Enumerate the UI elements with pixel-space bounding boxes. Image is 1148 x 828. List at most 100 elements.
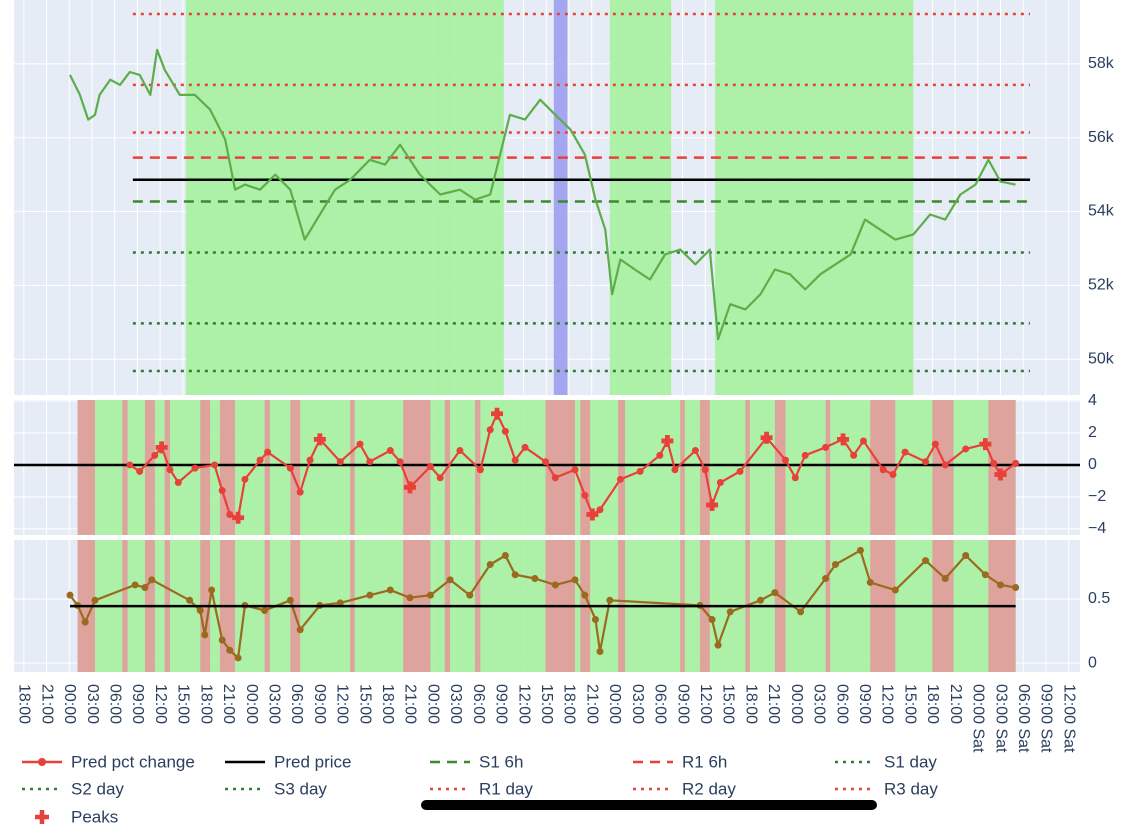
legend-item: S3 day xyxy=(225,779,327,798)
series-marker xyxy=(596,648,604,656)
series-marker xyxy=(386,586,394,594)
series-marker xyxy=(501,551,509,559)
series-marker xyxy=(166,466,174,474)
series-marker xyxy=(66,591,74,599)
x-tick-label: 12:00 xyxy=(879,684,896,724)
series-line xyxy=(69,549,1016,659)
y-tick-label: 54k xyxy=(1088,203,1115,220)
x-tick-label: 00:00 xyxy=(424,684,441,724)
x-tick-label: 15:00 xyxy=(175,684,192,724)
series-marker xyxy=(511,456,519,464)
x-tick-label: 06:00 xyxy=(106,684,123,724)
y-tick-label: −4 xyxy=(1088,520,1106,537)
shaded-region xyxy=(403,400,431,535)
series-marker xyxy=(531,575,539,583)
x-tick-label: 06:00 xyxy=(288,684,305,724)
series-marker xyxy=(726,608,734,616)
labels: 50k 52k 54k 56k 58k −4 −2 0 2 4 0 0.5 18:00 21:00 00:0… xyxy=(16,55,1115,826)
series-marker xyxy=(336,599,344,607)
peak-marker xyxy=(313,433,326,446)
series-marker xyxy=(571,466,579,474)
series-marker xyxy=(781,456,789,464)
legend-item: R3 day xyxy=(835,779,938,798)
legend-label: R3 day xyxy=(884,779,938,798)
shaded-region xyxy=(77,400,96,535)
x-tick-label: 12:00 xyxy=(152,684,169,724)
series-marker xyxy=(436,474,444,482)
series-marker xyxy=(771,589,779,597)
series-marker xyxy=(990,459,998,467)
series-marker xyxy=(141,583,149,591)
shaded-region xyxy=(680,400,685,535)
x-tick-label: 18:00 xyxy=(379,684,396,724)
series-marker xyxy=(1012,459,1020,467)
series-marker xyxy=(296,488,304,496)
series-marker xyxy=(261,607,269,615)
series-marker xyxy=(386,447,394,455)
series-marker xyxy=(234,654,242,662)
y-tick-label: 0 xyxy=(1088,456,1097,473)
legend-label: R2 day xyxy=(682,779,736,798)
x-tick-label: 09:00 xyxy=(311,684,328,724)
series-marker xyxy=(714,641,722,649)
shaded-region xyxy=(350,400,355,535)
shaded-region xyxy=(122,400,128,535)
legend-item: Pred price xyxy=(225,752,351,771)
legend-label: Pred price xyxy=(274,752,351,771)
series-marker xyxy=(81,618,89,626)
series-marker xyxy=(822,443,830,451)
series-marker xyxy=(671,466,679,474)
x-tick-label: 00:00 xyxy=(788,684,805,724)
series-marker xyxy=(797,608,805,616)
x-tick-label: 12:00 xyxy=(334,684,351,724)
series-marker xyxy=(201,631,209,639)
shaded-region xyxy=(609,0,672,395)
shaded-region xyxy=(580,400,591,535)
x-tick-label: 12:00 xyxy=(515,684,532,724)
shaded-region xyxy=(290,400,301,535)
legend-swatch xyxy=(35,810,49,824)
y-tick-label: 4 xyxy=(1088,392,1097,409)
series-marker xyxy=(866,578,874,586)
y-tick-label: 0.5 xyxy=(1088,590,1110,607)
x-tick-label: 09:00 xyxy=(493,684,510,724)
legend-item: S1 day xyxy=(835,752,937,771)
series-marker xyxy=(466,591,474,599)
series-marker xyxy=(396,458,404,466)
series-marker xyxy=(636,467,644,475)
series-marker xyxy=(336,458,344,466)
series-marker xyxy=(136,467,144,475)
series-marker xyxy=(596,506,604,514)
x-tick-label: 21:00 xyxy=(583,684,600,724)
series-marker xyxy=(296,626,304,634)
price-panel xyxy=(14,0,1080,395)
legend-label: R1 6h xyxy=(682,752,727,771)
peak-marker xyxy=(232,511,245,524)
series-marker xyxy=(211,461,219,469)
legend-item: Peaks xyxy=(35,807,118,826)
peak-marker xyxy=(837,433,850,446)
series-marker xyxy=(218,636,226,644)
series-marker xyxy=(218,487,226,495)
peak-marker xyxy=(979,438,992,451)
legend-label: R1 day xyxy=(479,779,533,798)
series-marker xyxy=(981,571,989,579)
series-marker xyxy=(208,586,216,594)
series-marker xyxy=(446,576,454,584)
series-marker xyxy=(931,440,939,448)
series-marker xyxy=(264,448,272,456)
series-marker xyxy=(801,451,809,459)
series-marker xyxy=(591,616,599,624)
series-marker xyxy=(366,591,374,599)
x-tick-label: 06:00 Sat xyxy=(1015,684,1032,753)
legend-item: S1 6h xyxy=(430,752,523,771)
x-tick-label: 03:00 Sat xyxy=(992,684,1009,753)
peak-marker xyxy=(760,431,773,444)
series-marker xyxy=(616,475,624,483)
x-tick-label: 18:00 xyxy=(742,684,759,724)
series-marker xyxy=(551,581,559,589)
series-marker xyxy=(822,575,830,583)
series-marker xyxy=(891,586,899,594)
x-tick-label: 09:00 xyxy=(129,684,146,724)
